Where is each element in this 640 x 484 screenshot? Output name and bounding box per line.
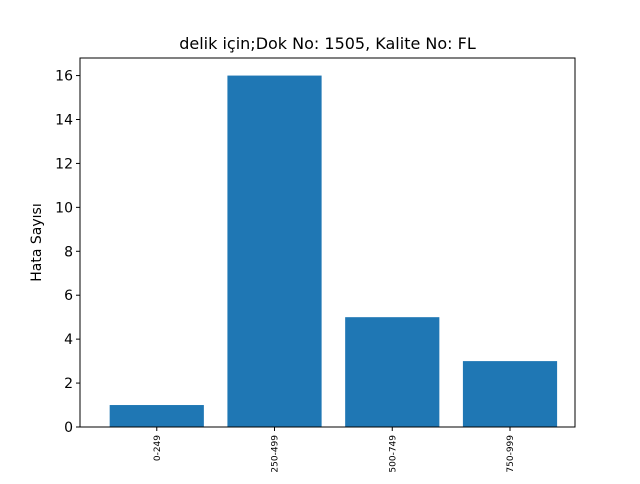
bar-500-749 <box>345 317 440 427</box>
y-tick-label: 14 <box>55 113 73 129</box>
y-tick-label: 0 <box>64 420 73 436</box>
x-tick-label: 500-749 <box>388 435 398 473</box>
x-tick-label: 0-249 <box>153 435 163 461</box>
bar-250-499 <box>227 75 322 428</box>
y-tick-label: 12 <box>55 156 73 172</box>
bar-0-249 <box>109 405 204 427</box>
x-tick-label: 250-499 <box>271 435 281 473</box>
bars-group <box>109 75 558 428</box>
y-tick-label: 6 <box>64 288 73 304</box>
x-tick-label: 750-999 <box>506 435 516 473</box>
y-tick-label: 4 <box>64 332 73 348</box>
bar-750-999 <box>462 361 558 427</box>
y-tick-label: 2 <box>64 376 73 392</box>
x-axis: 0-249 250-499 500-749 750-999 <box>153 427 516 473</box>
y-tick-label: 16 <box>55 69 73 85</box>
chart-title: delik için;Dok No: 1505, Kalite No: FL <box>179 34 476 53</box>
y-tick-label: 8 <box>64 244 73 260</box>
y-axis: 0 2 4 6 8 10 12 14 16 <box>55 69 80 436</box>
y-axis-label: Hata Sayısı <box>29 203 45 281</box>
x-tick-labels: 0-249 250-499 500-749 750-999 <box>153 435 516 473</box>
plot-frame <box>79 57 576 428</box>
y-tick-label: 10 <box>55 200 73 216</box>
